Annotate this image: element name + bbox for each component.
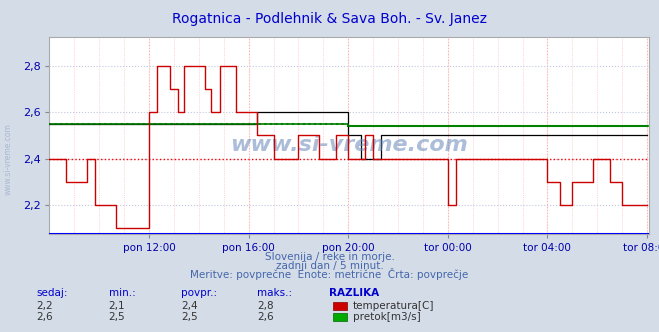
Text: 2,2: 2,2: [36, 301, 53, 311]
Text: 2,5: 2,5: [181, 312, 198, 322]
Text: 2,1: 2,1: [109, 301, 125, 311]
Text: min.:: min.:: [109, 289, 136, 298]
Text: zadnji dan / 5 minut.: zadnji dan / 5 minut.: [275, 261, 384, 271]
Text: maks.:: maks.:: [257, 289, 292, 298]
Text: Rogatnica - Podlehnik & Sava Boh. - Sv. Janez: Rogatnica - Podlehnik & Sava Boh. - Sv. …: [172, 12, 487, 26]
Text: 2,5: 2,5: [109, 312, 125, 322]
Text: www.si-vreme.com: www.si-vreme.com: [231, 135, 468, 155]
Text: 2,4: 2,4: [181, 301, 198, 311]
Text: www.si-vreme.com: www.si-vreme.com: [3, 124, 13, 195]
Text: 2,6: 2,6: [257, 312, 273, 322]
Text: sedaj:: sedaj:: [36, 289, 68, 298]
Text: Meritve: povprečne  Enote: metrične  Črta: povprečje: Meritve: povprečne Enote: metrične Črta:…: [190, 268, 469, 280]
Text: Slovenija / reke in morje.: Slovenija / reke in morje.: [264, 252, 395, 262]
Text: povpr.:: povpr.:: [181, 289, 217, 298]
Text: 2,6: 2,6: [36, 312, 53, 322]
Text: temperatura[C]: temperatura[C]: [353, 301, 434, 311]
Text: RAZLIKA: RAZLIKA: [330, 289, 380, 298]
Text: 2,8: 2,8: [257, 301, 273, 311]
Text: pretok[m3/s]: pretok[m3/s]: [353, 312, 420, 322]
